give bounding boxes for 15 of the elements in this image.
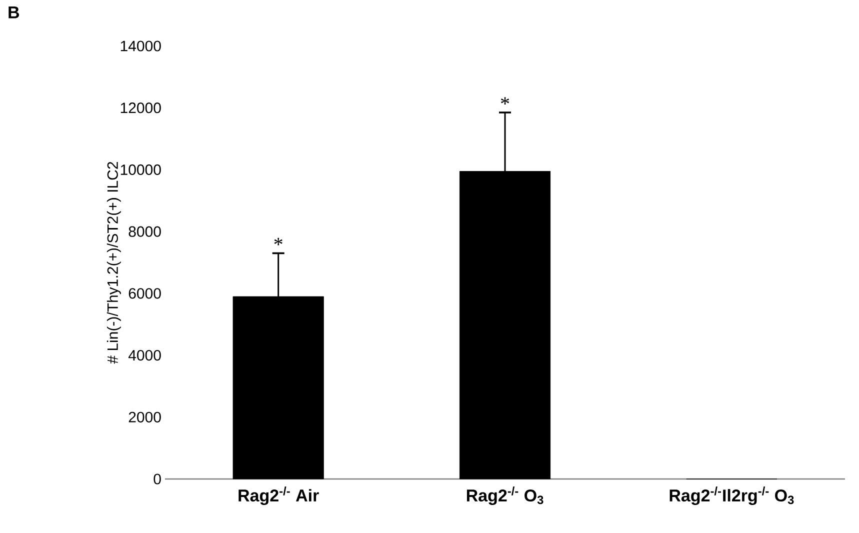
annotation: * — [500, 97, 510, 105]
y-tick-label: 4000 — [128, 350, 161, 361]
y-tick-label: 0 — [154, 474, 161, 484]
y-tick-label: 8000 — [128, 226, 161, 237]
y-axis-title: # Lin(-)/Thy1.2(+)/ST2(+) ILC2 — [106, 162, 121, 364]
y-tick-label: 6000 — [128, 288, 161, 299]
x-tick-label: Rag2$^{-/-}$Il2rg$^{-/-}$ O$_{3}$ — [670, 486, 794, 505]
y-tick-label: 14000 — [120, 40, 161, 52]
y-tick-label: 2000 — [128, 412, 161, 422]
y-tick-label: 12000 — [120, 102, 161, 114]
text: B — [8, 6, 20, 18]
x-tick-label: Rag2$^{-/-}$ O$_{3}$ — [466, 486, 544, 505]
y-tick-label: 10000 — [120, 164, 161, 176]
annotation: * — [274, 238, 282, 246]
x-tick-label: Rag2$^{-/-}$ Air — [238, 486, 319, 505]
